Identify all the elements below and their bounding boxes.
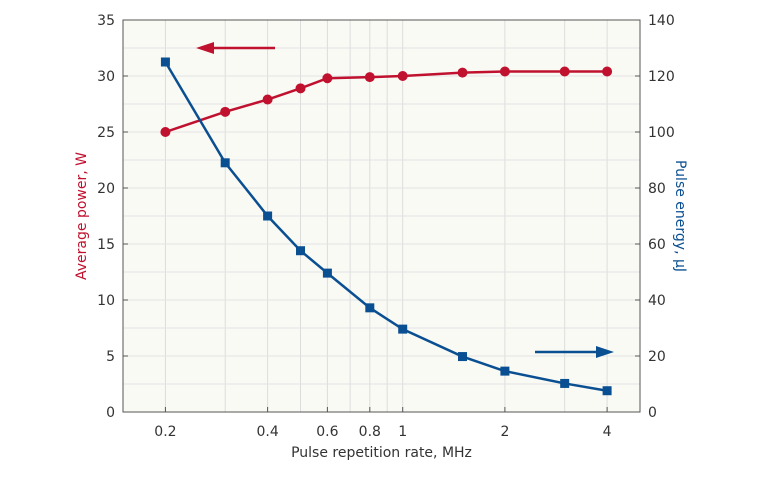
data-point-square (322, 268, 332, 278)
axes: 0.2 0.4 0.6 0.8 1 2 40510152025303502040608010… (97, 13, 675, 440)
arrow-left-icon (196, 42, 214, 54)
data-point-square (160, 57, 170, 67)
data-point-square (500, 366, 510, 376)
y-axis-left-label: Average power, W (74, 152, 90, 280)
data-point-square (296, 246, 306, 256)
y-left-tick-label: 35 (97, 13, 115, 29)
data-point-circle (160, 127, 171, 137)
y-left-tick-label: 5 (106, 349, 115, 365)
x-tick-label: 0.4 (256, 424, 278, 440)
x-tick-label: 1 (398, 424, 407, 440)
data-point-circle (262, 94, 273, 105)
y-left-tick-label: 15 (97, 237, 115, 253)
y-right-tick-label: 60 (648, 237, 666, 253)
y-left-tick-label: 10 (97, 293, 115, 309)
y-left-tick-label: 25 (97, 125, 115, 141)
data-point-circle (364, 72, 375, 83)
x-tick-label: 4 (603, 424, 612, 440)
y-right-tick-label: 20 (648, 349, 666, 365)
data-point-circle (220, 106, 231, 117)
data-point-square (398, 324, 408, 334)
plot-frame (122, 19, 641, 413)
data-point-circle (602, 66, 613, 77)
data-point-square (560, 378, 570, 388)
x-tick-label: 0.6 (316, 424, 338, 440)
y-right-tick-label: 40 (648, 293, 666, 309)
y-left-tick-label: 20 (97, 181, 115, 197)
data-point-square (365, 303, 375, 313)
y-right-tick-label: 140 (648, 13, 675, 29)
x-tick-label: 0.8 (359, 424, 381, 440)
data-point-circle (499, 66, 510, 77)
data-point-square (263, 211, 273, 221)
x-tick-label: 2 (500, 424, 509, 440)
data-point-circle (295, 83, 306, 94)
data-point-circle (559, 66, 570, 77)
data-point-circle (457, 67, 468, 78)
data-point-square (220, 158, 230, 168)
y-left-tick-label: 0 (106, 405, 115, 421)
y-right-tick-label: 80 (648, 181, 666, 197)
gridlines (123, 20, 640, 412)
arrow-right-icon (596, 346, 614, 358)
y-left-tick-label: 30 (97, 69, 115, 85)
y-right-tick-label: 100 (648, 125, 675, 141)
data-point-circle (397, 71, 408, 81)
data-point-square (602, 386, 612, 396)
data-point-square (457, 352, 467, 362)
y-right-tick-label: 120 (648, 69, 675, 85)
series-group (160, 42, 614, 396)
data-point-circle (322, 73, 333, 84)
y-axis-right-label: Pulse energy, µJ (672, 160, 688, 272)
y-right-tick-label: 0 (648, 405, 657, 421)
x-axis-label: Pulse repetition rate, MHz (291, 445, 472, 461)
x-tick-label: 0.2 (154, 424, 176, 440)
